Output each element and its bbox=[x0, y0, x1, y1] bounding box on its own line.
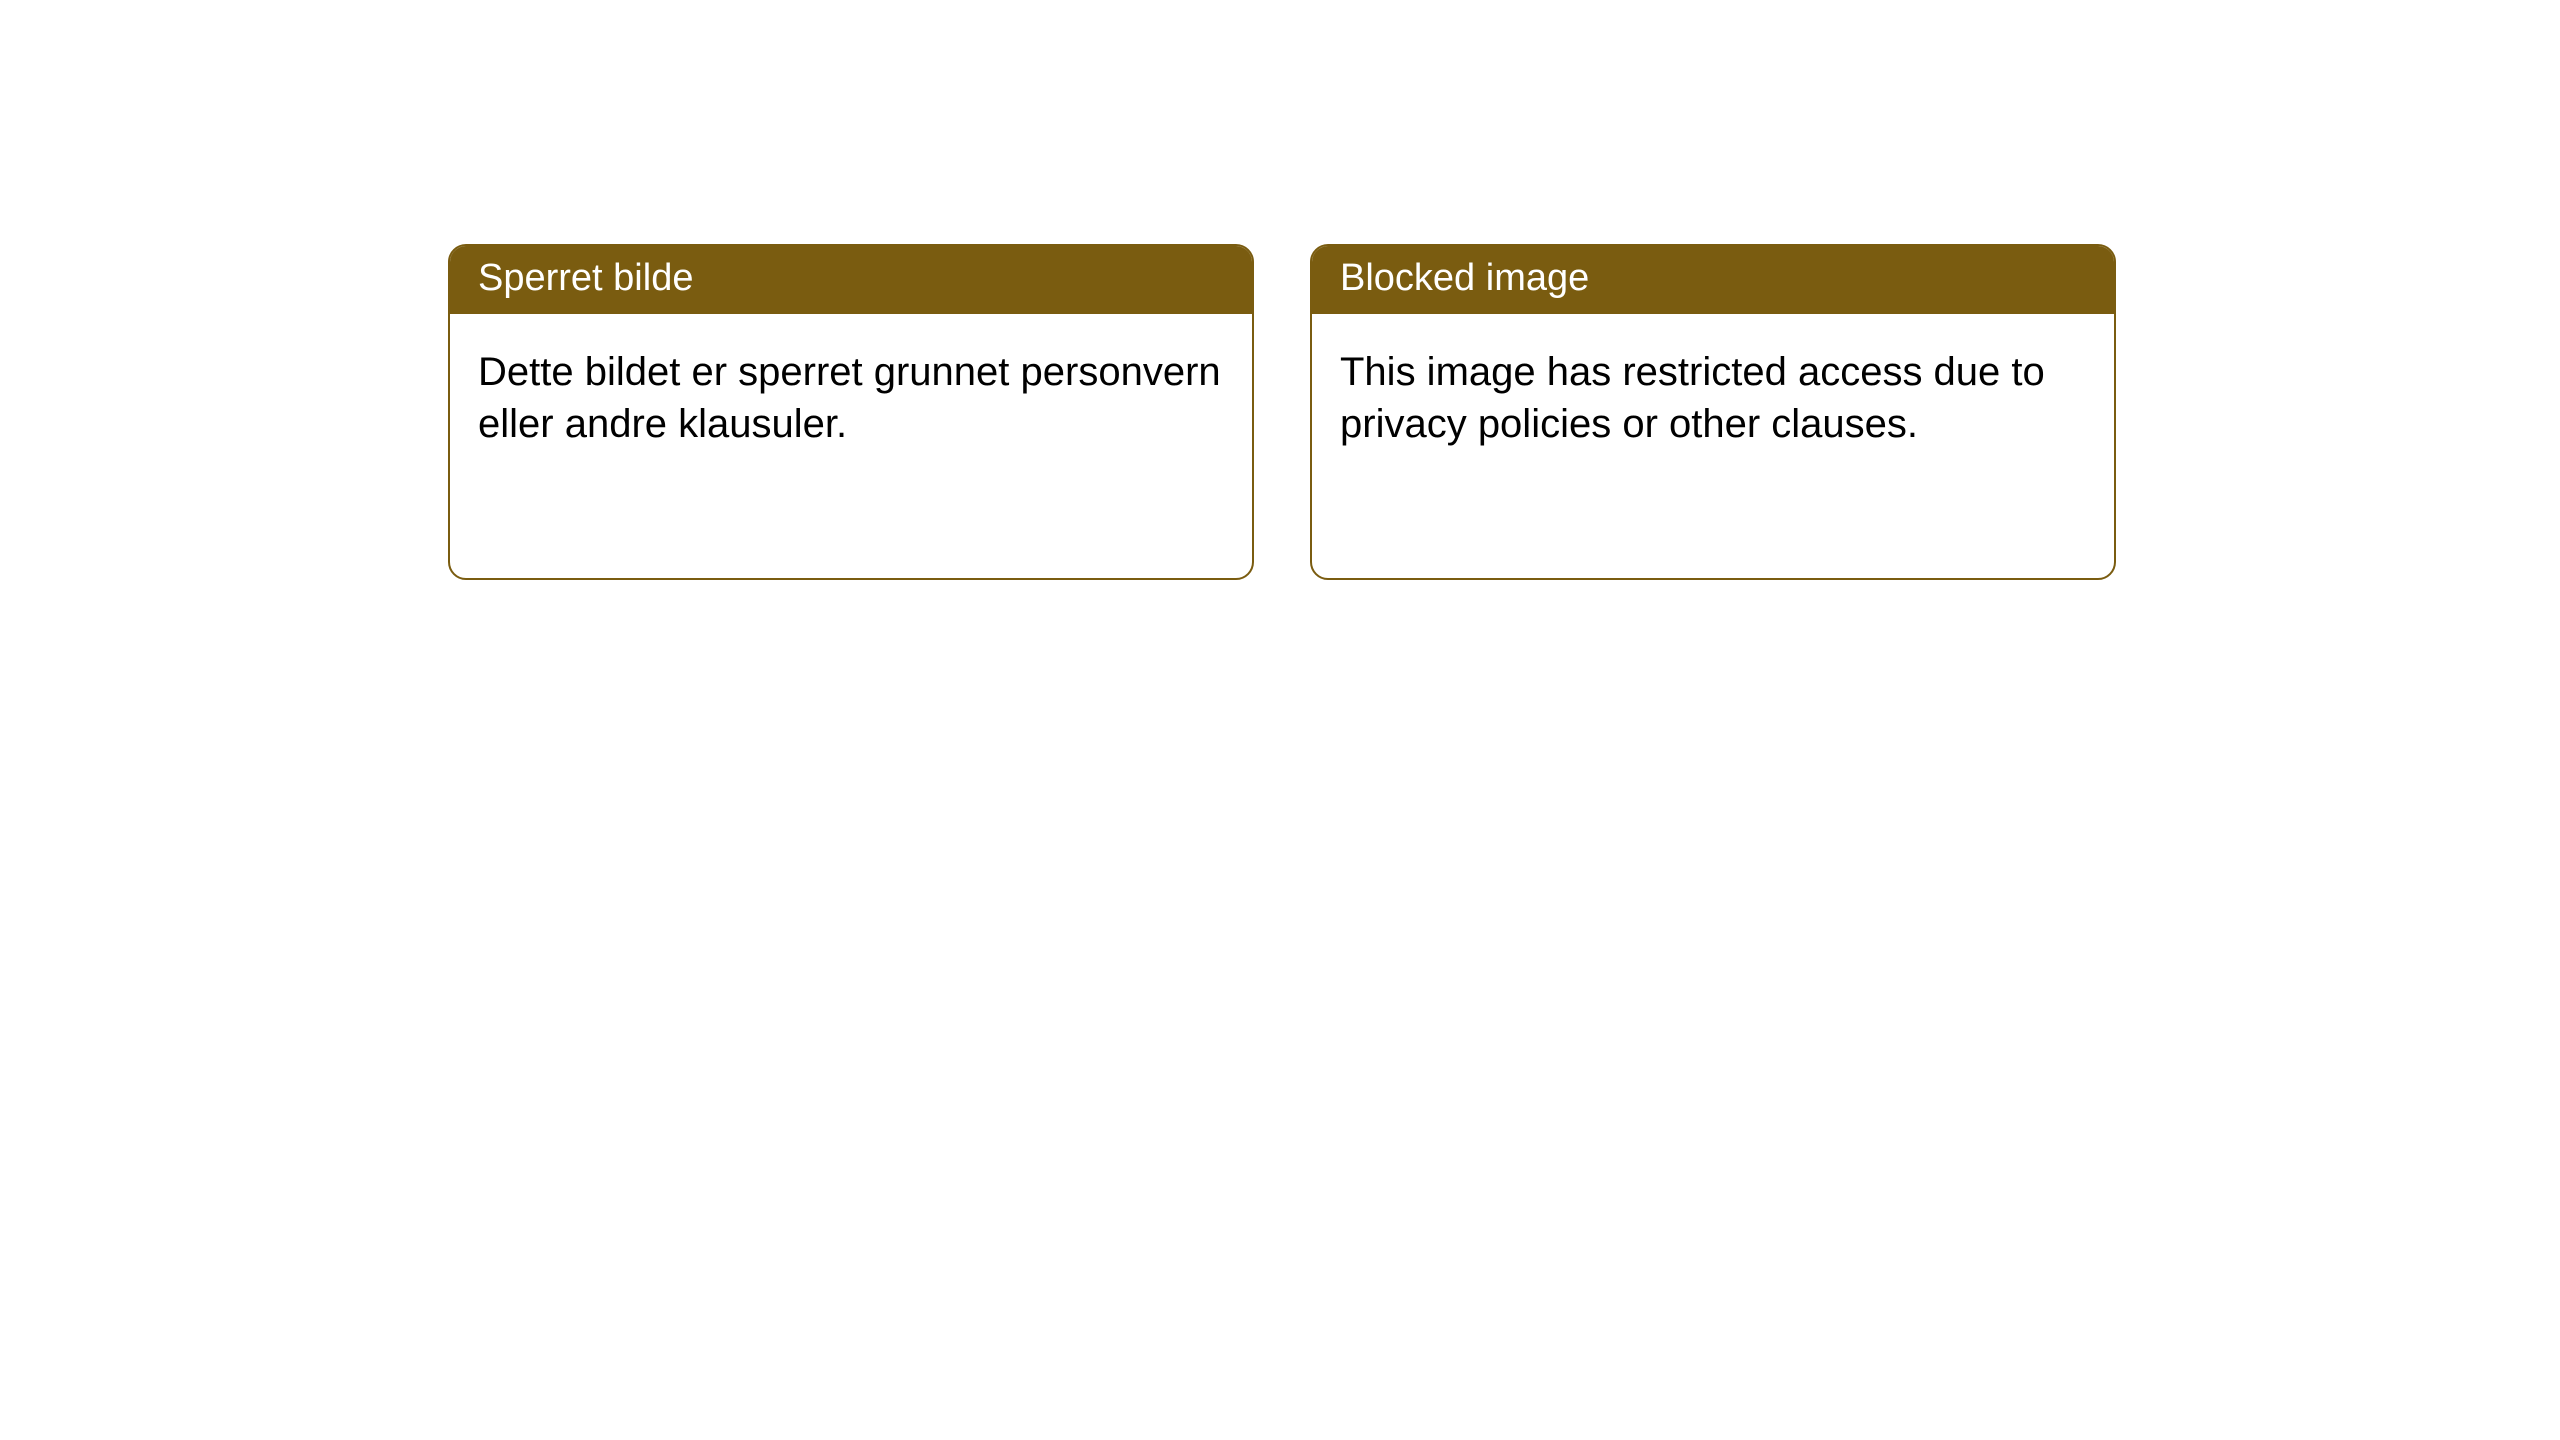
notice-container: Sperret bilde Dette bildet er sperret gr… bbox=[0, 0, 2560, 580]
notice-card-norwegian: Sperret bilde Dette bildet er sperret gr… bbox=[448, 244, 1254, 580]
notice-body-norwegian: Dette bildet er sperret grunnet personve… bbox=[450, 314, 1252, 484]
notice-header-norwegian: Sperret bilde bbox=[450, 246, 1252, 314]
notice-header-english: Blocked image bbox=[1312, 246, 2114, 314]
notice-card-english: Blocked image This image has restricted … bbox=[1310, 244, 2116, 580]
notice-body-english: This image has restricted access due to … bbox=[1312, 314, 2114, 484]
